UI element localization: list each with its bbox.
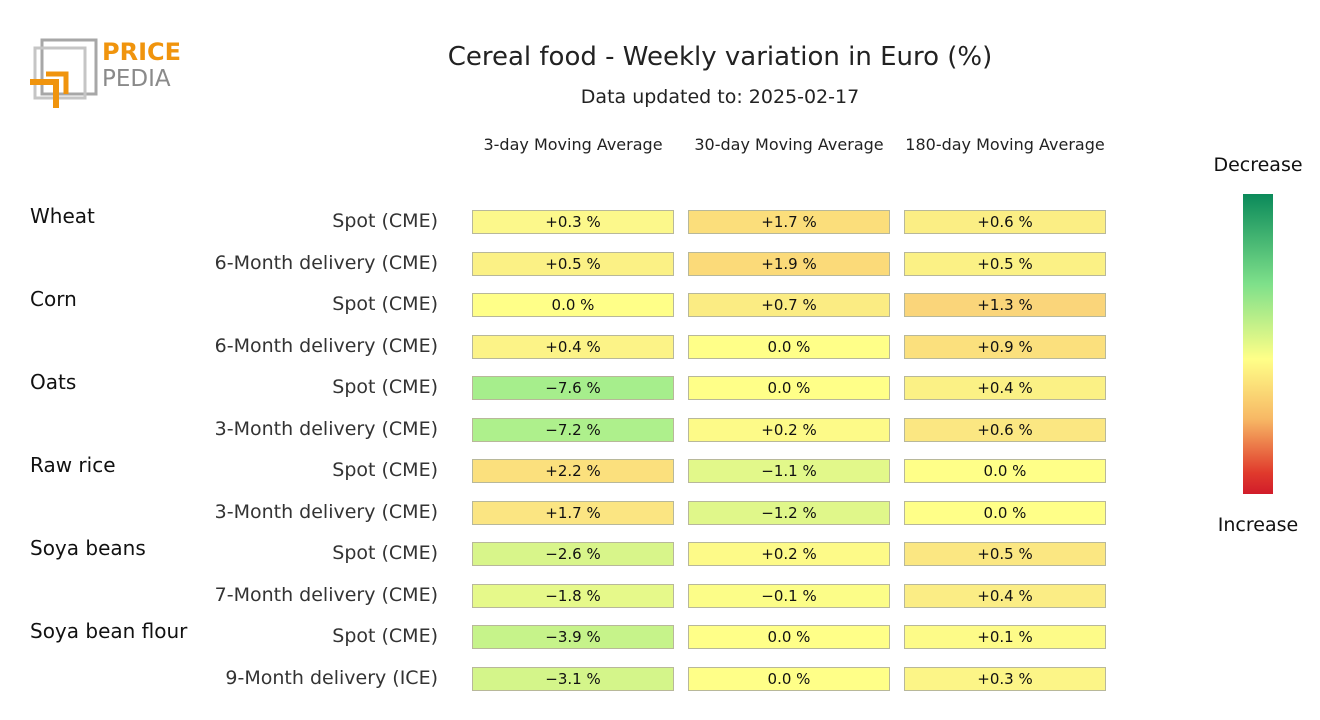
- heatmap-cell: 0.0 %: [688, 376, 890, 400]
- heatmap-cell: +1.7 %: [688, 210, 890, 234]
- heatmap-cell: −3.9 %: [472, 625, 674, 649]
- heatmap-cell: +0.9 %: [904, 334, 1106, 359]
- logo-word-pedia: PEDIA: [102, 66, 171, 92]
- heatmap-cell: 0.0 %: [472, 293, 674, 317]
- heatmap-cell: −1.2 %: [688, 500, 890, 525]
- row-label: Spot (CME): [332, 459, 438, 481]
- heatmap-cell: +0.5 %: [904, 251, 1106, 276]
- heatmap-cell: −0.1 %: [688, 583, 890, 608]
- heatmap-cell: +0.5 %: [472, 251, 674, 276]
- heatmap-cell: −2.6 %: [472, 542, 674, 566]
- column-header-180day: 180-day Moving Average: [905, 135, 1105, 154]
- chart-title: Cereal food - Weekly variation in Euro (…: [447, 42, 993, 72]
- heatmap-cell: −1.8 %: [472, 583, 674, 608]
- group-label: Corn: [30, 287, 77, 311]
- heatmap-cell: +0.2 %: [688, 542, 890, 566]
- group-label: Soya beans: [30, 536, 146, 560]
- row-label: Spot (CME): [332, 542, 438, 564]
- heatmap-cell: +1.3 %: [904, 293, 1106, 317]
- heatmap-cell: 0.0 %: [904, 459, 1106, 483]
- heatmap-cell: +0.4 %: [904, 583, 1106, 608]
- legend-label-decrease: Decrease: [1213, 154, 1303, 176]
- heatmap-cell: +1.9 %: [688, 251, 890, 276]
- heatmap-cell: +1.7 %: [472, 500, 674, 525]
- logo-word-price: PRICE: [102, 38, 182, 66]
- column-header-3day: 3-day Moving Average: [483, 135, 663, 154]
- row-label: 7-Month delivery (CME): [214, 583, 438, 606]
- row-label: Spot (CME): [332, 210, 438, 232]
- heatmap-cell: −1.1 %: [688, 459, 890, 483]
- heatmap-cell: +0.3 %: [472, 210, 674, 234]
- legend-label-increase: Increase: [1217, 514, 1299, 536]
- row-label: Spot (CME): [332, 376, 438, 398]
- heatmap-cell: −7.2 %: [472, 417, 674, 442]
- row-label: 6-Month delivery (CME): [214, 251, 438, 274]
- row-label: 9-Month delivery (ICE): [225, 666, 438, 689]
- heatmap-cell: 0.0 %: [688, 625, 890, 649]
- heatmap-cell: +0.3 %: [904, 666, 1106, 691]
- heatmap-cell: +2.2 %: [472, 459, 674, 483]
- logo-mark-icon: [30, 38, 98, 108]
- heatmap-cell: +0.2 %: [688, 417, 890, 442]
- legend-color-scale: [1243, 194, 1273, 494]
- row-label: 3-Month delivery (CME): [214, 417, 438, 440]
- heatmap-cell: +0.6 %: [904, 210, 1106, 234]
- heatmap-cell: −3.1 %: [472, 666, 674, 691]
- column-header-30day: 30-day Moving Average: [694, 135, 884, 154]
- heatmap-cell: 0.0 %: [688, 334, 890, 359]
- row-label: Spot (CME): [332, 625, 438, 647]
- heatmap-cell: 0.0 %: [688, 666, 890, 691]
- heatmap-cell: +0.1 %: [904, 625, 1106, 649]
- group-label: Raw rice: [30, 453, 116, 477]
- heatmap-cell: +0.4 %: [472, 334, 674, 359]
- pricepedia-logo: PRICE PEDIA: [28, 36, 188, 112]
- row-label: 6-Month delivery (CME): [214, 334, 438, 357]
- chart-subtitle: Data updated to: 2025-02-17: [580, 86, 860, 108]
- heatmap-cell: +0.7 %: [688, 293, 890, 317]
- group-label: Wheat: [30, 204, 95, 228]
- heatmap-cell: +0.5 %: [904, 542, 1106, 566]
- heatmap-cell: 0.0 %: [904, 500, 1106, 525]
- heatmap-cell: −7.6 %: [472, 376, 674, 400]
- group-label: Oats: [30, 370, 77, 394]
- heatmap-cell: +0.4 %: [904, 376, 1106, 400]
- row-label: 3-Month delivery (CME): [214, 500, 438, 523]
- row-label: Spot (CME): [332, 293, 438, 315]
- group-label: Soya bean flour: [30, 619, 188, 643]
- heatmap-cell: +0.6 %: [904, 417, 1106, 442]
